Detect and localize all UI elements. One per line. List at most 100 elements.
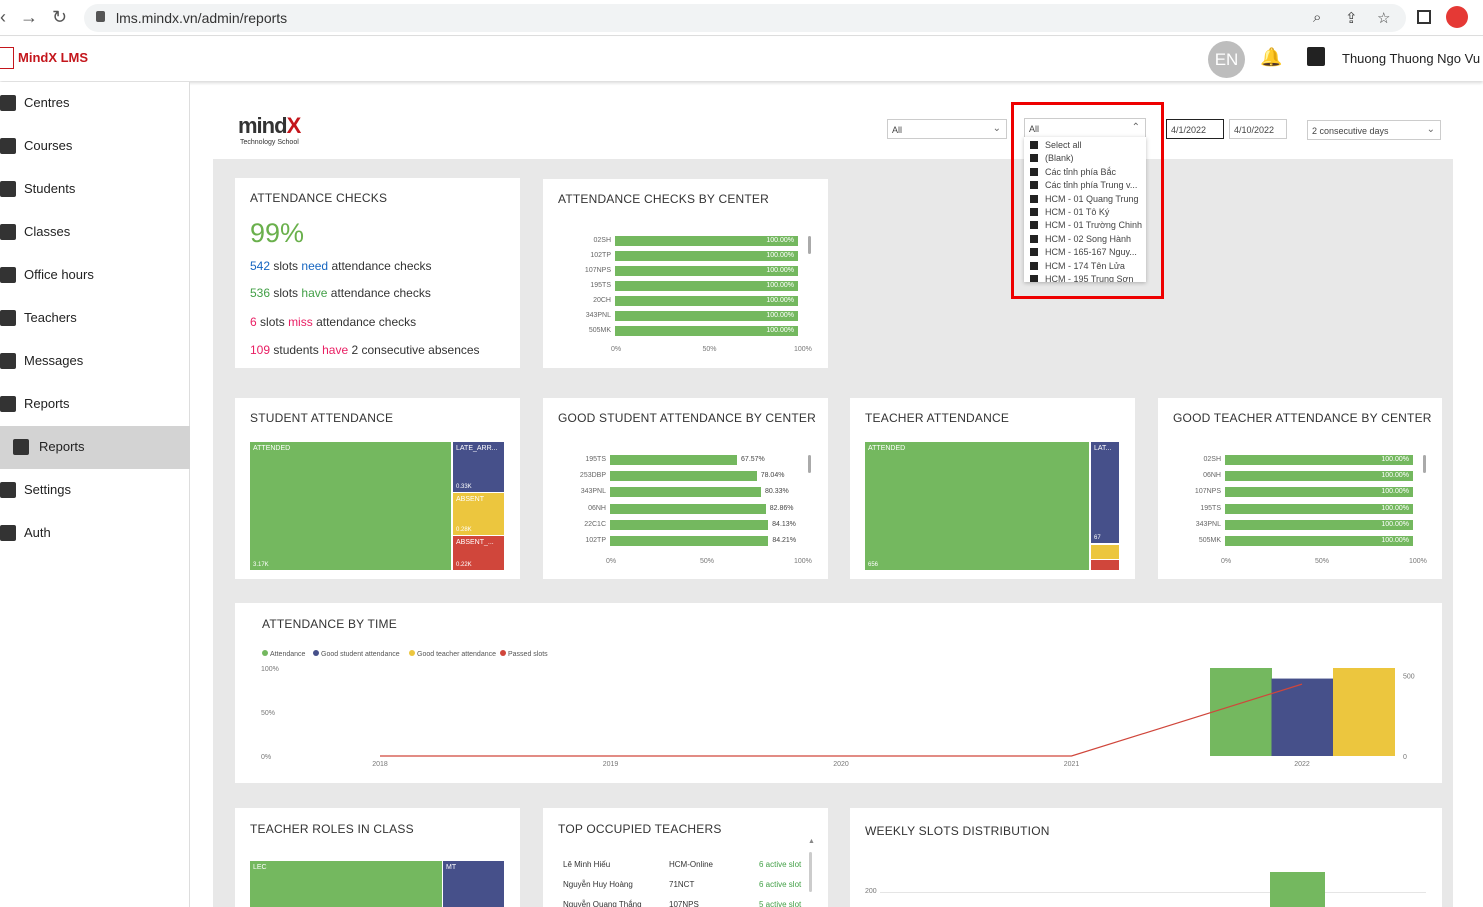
sidepanel-icon[interactable]	[1417, 10, 1431, 24]
dropdown-option[interactable]: HCM - 165-167 Nguy...	[1030, 247, 1137, 260]
checkbox-icon[interactable]	[1030, 181, 1038, 190]
bar[interactable]: 100.00%	[615, 236, 798, 246]
bar[interactable]: 100.00%	[615, 266, 798, 276]
bar[interactable]: 100.00%	[1225, 455, 1413, 465]
checkbox-icon[interactable]	[1030, 221, 1038, 230]
treemap-late[interactable]: LAT... 67	[1091, 442, 1119, 543]
dropdown-option[interactable]: (Blank)	[1030, 153, 1074, 166]
bar[interactable]: 100.00%	[1225, 519, 1413, 530]
checkbox-icon[interactable]	[1030, 275, 1038, 282]
sidebar-item-reports[interactable]: Reports	[0, 383, 190, 426]
checkbox-icon[interactable]	[1030, 141, 1038, 149]
star-icon[interactable]: ☆	[1377, 10, 1391, 27]
reload-icon[interactable]: ↻	[52, 7, 68, 27]
sidebar-item-classes[interactable]: Classes	[0, 211, 190, 254]
treemap-late[interactable]: LATE_ARR... 0.33K	[453, 442, 504, 492]
user-name[interactable]: Thuong Thuong Ngo Vu	[1342, 51, 1481, 66]
treemap-mt[interactable]: MT	[443, 861, 504, 907]
bar[interactable]: 100.00%	[615, 281, 798, 291]
legend-item[interactable]: Attendance	[262, 650, 305, 658]
address-bar[interactable]	[84, 4, 1406, 32]
time-bar[interactable]	[1210, 668, 1272, 756]
treemap-attended[interactable]: ATTENDED 656	[865, 442, 1089, 570]
bar[interactable]: 100.00%	[1225, 487, 1413, 498]
sidebar-item-students[interactable]: Students	[0, 168, 190, 211]
bar[interactable]	[610, 455, 738, 465]
consecutive-days-slicer[interactable]: 2 consecutive days ⌄	[1307, 120, 1441, 140]
checkbox-icon[interactable]	[1030, 234, 1038, 243]
bar[interactable]: 100.00%	[615, 311, 798, 321]
dropdown-option[interactable]: HCM - 01 Trường Chinh	[1030, 220, 1142, 233]
checkbox-icon[interactable]	[1030, 167, 1038, 176]
bar[interactable]	[610, 471, 757, 482]
sidebar-item-reports[interactable]: Reports	[0, 426, 190, 469]
dropdown-option[interactable]: HCM - 01 Tô Ký	[1030, 207, 1109, 220]
date-from-input[interactable]: 4/1/2022	[1166, 119, 1224, 139]
checkbox-icon[interactable]	[1030, 154, 1038, 163]
treemap-lec[interactable]: LEC	[250, 861, 442, 907]
bar[interactable]: 100.00%	[1225, 471, 1413, 482]
bell-icon[interactable]: 🔔	[1260, 47, 1283, 67]
checkbox-icon[interactable]	[1030, 248, 1038, 257]
sidebar-item-messages[interactable]: Messages	[0, 340, 190, 383]
scrollbar[interactable]	[809, 852, 812, 892]
teacher-name[interactable]: Nguyễn Quang Thắng	[563, 900, 642, 907]
legend-item[interactable]: Good student attendance	[313, 650, 400, 658]
zoom-icon[interactable]: ⌕	[1313, 9, 1322, 26]
time-bar[interactable]	[1333, 668, 1395, 756]
treemap-absent-other[interactable]	[1091, 560, 1119, 570]
scrollbar[interactable]	[808, 455, 811, 473]
sidebar-item-settings[interactable]: Settings	[0, 469, 190, 512]
bar[interactable]: 100.00%	[1225, 503, 1413, 514]
back-icon[interactable]: ‹	[0, 7, 6, 27]
sidebar-item-courses[interactable]: Courses	[0, 125, 190, 168]
checkbox-icon[interactable]	[1030, 261, 1038, 270]
dropdown-option[interactable]: HCM - 195 Trung Sơn	[1030, 274, 1133, 282]
checkbox-icon[interactable]	[1030, 208, 1038, 216]
scrollbar[interactable]	[1423, 455, 1426, 473]
bar[interactable]: 100.00%	[615, 251, 798, 261]
avatar[interactable]: EN	[1208, 41, 1245, 78]
dropdown-option[interactable]: Các tỉnh phía Bắc	[1030, 167, 1116, 180]
checkbox-icon[interactable]	[1030, 194, 1038, 203]
scroll-up-icon[interactable]: ▲	[808, 838, 815, 845]
teacher-name[interactable]: Nguyễn Huy Hoàng	[563, 880, 633, 889]
dropdown-option[interactable]: HCM - 01 Quang Trung	[1030, 194, 1139, 207]
date-to-input[interactable]: 4/10/2022	[1229, 119, 1287, 139]
share-icon[interactable]: ⇪	[1345, 10, 1358, 27]
bar[interactable]	[610, 487, 762, 498]
brand-name[interactable]: MindX LMS	[18, 50, 89, 65]
bar[interactable]: 100.00%	[615, 326, 798, 336]
bar[interactable]	[610, 519, 769, 530]
treemap-absent-other[interactable]: ABSENT_... 0.22K	[453, 536, 504, 570]
user-badge-icon[interactable]	[1307, 47, 1325, 66]
teacher-name[interactable]: Lê Minh Hiếu	[563, 860, 611, 869]
dropdown-option[interactable]: HCM - 174 Tên Lửa	[1030, 261, 1125, 274]
treemap-absent[interactable]: ABSENT 0.28K	[453, 493, 504, 535]
sidebar-item-centres[interactable]: Centres	[0, 82, 190, 125]
sidebar-item-office-hours[interactable]: Office hours	[0, 254, 190, 297]
filter-slicer-first[interactable]: All ⌄	[887, 119, 1007, 139]
dropdown-option[interactable]: HCM - 02 Song Hành	[1030, 234, 1131, 247]
url-text[interactable]: lms.mindx.vn/admin/reports	[116, 10, 288, 26]
sidebar-item-auth[interactable]: Auth	[0, 512, 190, 555]
legend-item[interactable]: Good teacher attendance	[409, 650, 496, 658]
legend-item[interactable]: Passed slots	[500, 650, 548, 658]
center-dropdown-list[interactable]: Select all (Blank) Các tỉnh phía Bắc Các tỉ…	[1024, 137, 1146, 282]
treemap-absent[interactable]	[1091, 545, 1119, 559]
bar[interactable]: 100.00%	[1225, 536, 1413, 546]
sidebar-item-teachers[interactable]: Teachers	[0, 297, 190, 340]
bar[interactable]	[610, 503, 766, 514]
time-bar[interactable]	[1271, 678, 1334, 756]
weekly-bar[interactable]	[1270, 872, 1325, 907]
dropdown-option-label: HCM - 195 Trung Sơn	[1045, 274, 1134, 282]
dropdown-option[interactable]: Select all	[1030, 140, 1082, 153]
scrollbar[interactable]	[808, 236, 811, 254]
passed-slots-line[interactable]	[380, 683, 1303, 757]
bar[interactable]	[610, 536, 769, 546]
dropdown-option[interactable]: Các tỉnh phía Trung v...	[1030, 180, 1137, 193]
extension-icon[interactable]	[1446, 6, 1468, 28]
treemap-attended[interactable]: ATTENDED 3.17K	[250, 442, 451, 570]
bar[interactable]: 100.00%	[615, 296, 798, 306]
forward-icon[interactable]: →	[20, 7, 38, 27]
